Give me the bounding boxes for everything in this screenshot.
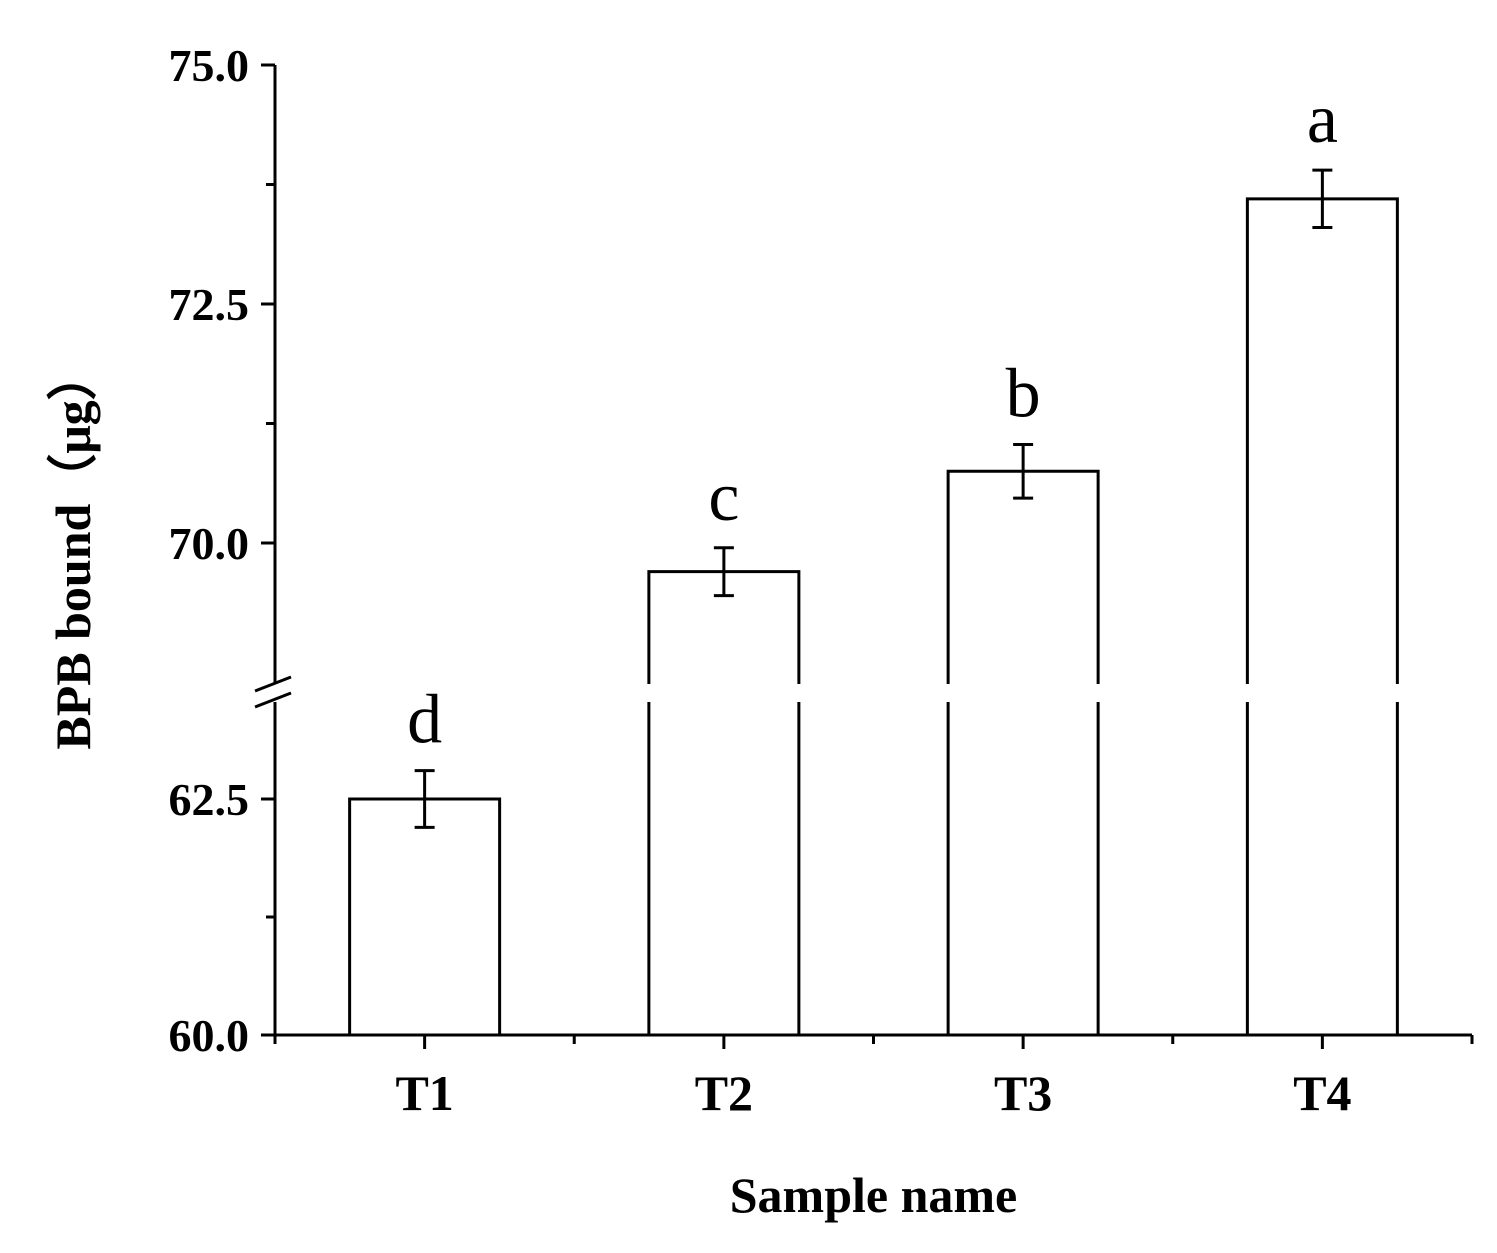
y-axis-title: BPB bound（μg） (45, 350, 101, 749)
bar-t1 (348, 797, 502, 1037)
y-tick-label: 70.0 (169, 518, 250, 569)
bar-t3-lower (946, 702, 1100, 1037)
axis-break-mark-top (254, 675, 292, 693)
bar-t3-upper (946, 469, 1100, 684)
x-tick-label-t4: T4 (1293, 1065, 1351, 1121)
significance-letter-t3: b (1006, 356, 1041, 433)
x-tick-label-t2: T2 (695, 1065, 753, 1121)
y-tick-label: 72.5 (169, 279, 250, 330)
x-tick-label-t3: T3 (994, 1065, 1052, 1121)
significance-letter-t1: d (407, 682, 442, 759)
x-tick-label-t1: T1 (395, 1065, 453, 1121)
significance-letter-t2: c (708, 459, 739, 536)
bar-t4-lower (1245, 702, 1399, 1037)
x-axis-title: Sample name (730, 1167, 1018, 1223)
axis-break-mark-bottom (254, 691, 292, 709)
bar-t2-lower (647, 702, 801, 1037)
y-tick-label: 60.0 (169, 1010, 250, 1061)
y-tick-label: 75.0 (169, 40, 250, 91)
bar-t4-upper (1245, 197, 1399, 684)
significance-letter-t4: a (1307, 81, 1338, 158)
y-tick-label: 62.5 (169, 774, 250, 825)
